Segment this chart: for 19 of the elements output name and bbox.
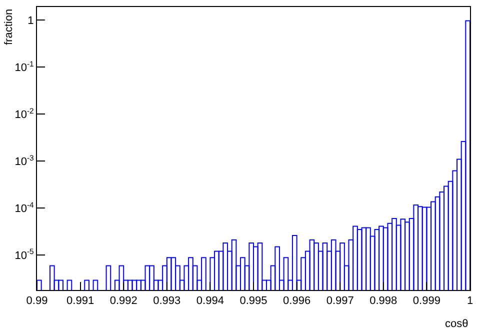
x-axis-title: cosθ bbox=[445, 318, 468, 328]
y-axis-title: fraction bbox=[3, 8, 15, 45]
x-tick-label: 0.993 bbox=[153, 295, 181, 308]
x-tick-label: 0.994 bbox=[196, 295, 224, 308]
x-tick-label: 0.997 bbox=[326, 295, 354, 308]
y-tick-label: 10$^{-3}$ bbox=[14, 153, 34, 168]
y-tick-label: 1 bbox=[28, 14, 34, 27]
x-tick-label: 0.99 bbox=[26, 295, 48, 308]
x-tick-label: 0.991 bbox=[66, 295, 94, 308]
x-tick-label: 0.995 bbox=[240, 295, 268, 308]
x-tick-label: 1 bbox=[466, 295, 474, 308]
x-tick-label: 0.998 bbox=[370, 295, 398, 308]
x-tick-label: 0.996 bbox=[283, 295, 311, 308]
y-tick-label: 10$^{-5}$ bbox=[14, 247, 34, 262]
x-tick-label: 0.999 bbox=[412, 295, 440, 308]
x-tick-label: 0.992 bbox=[110, 295, 138, 308]
y-tick-label: 10$^{-2}$ bbox=[14, 106, 34, 121]
y-tick-label: 10$^{-1}$ bbox=[14, 59, 34, 74]
y-tick-label: 10$^{-4}$ bbox=[14, 200, 35, 215]
